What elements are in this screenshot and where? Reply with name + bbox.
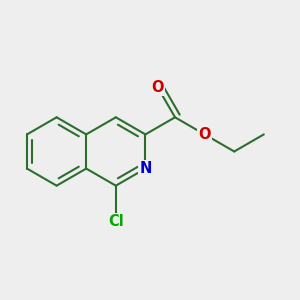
Text: N: N — [139, 161, 152, 176]
Text: O: O — [198, 127, 211, 142]
Text: O: O — [152, 80, 164, 95]
Text: Cl: Cl — [108, 214, 124, 229]
